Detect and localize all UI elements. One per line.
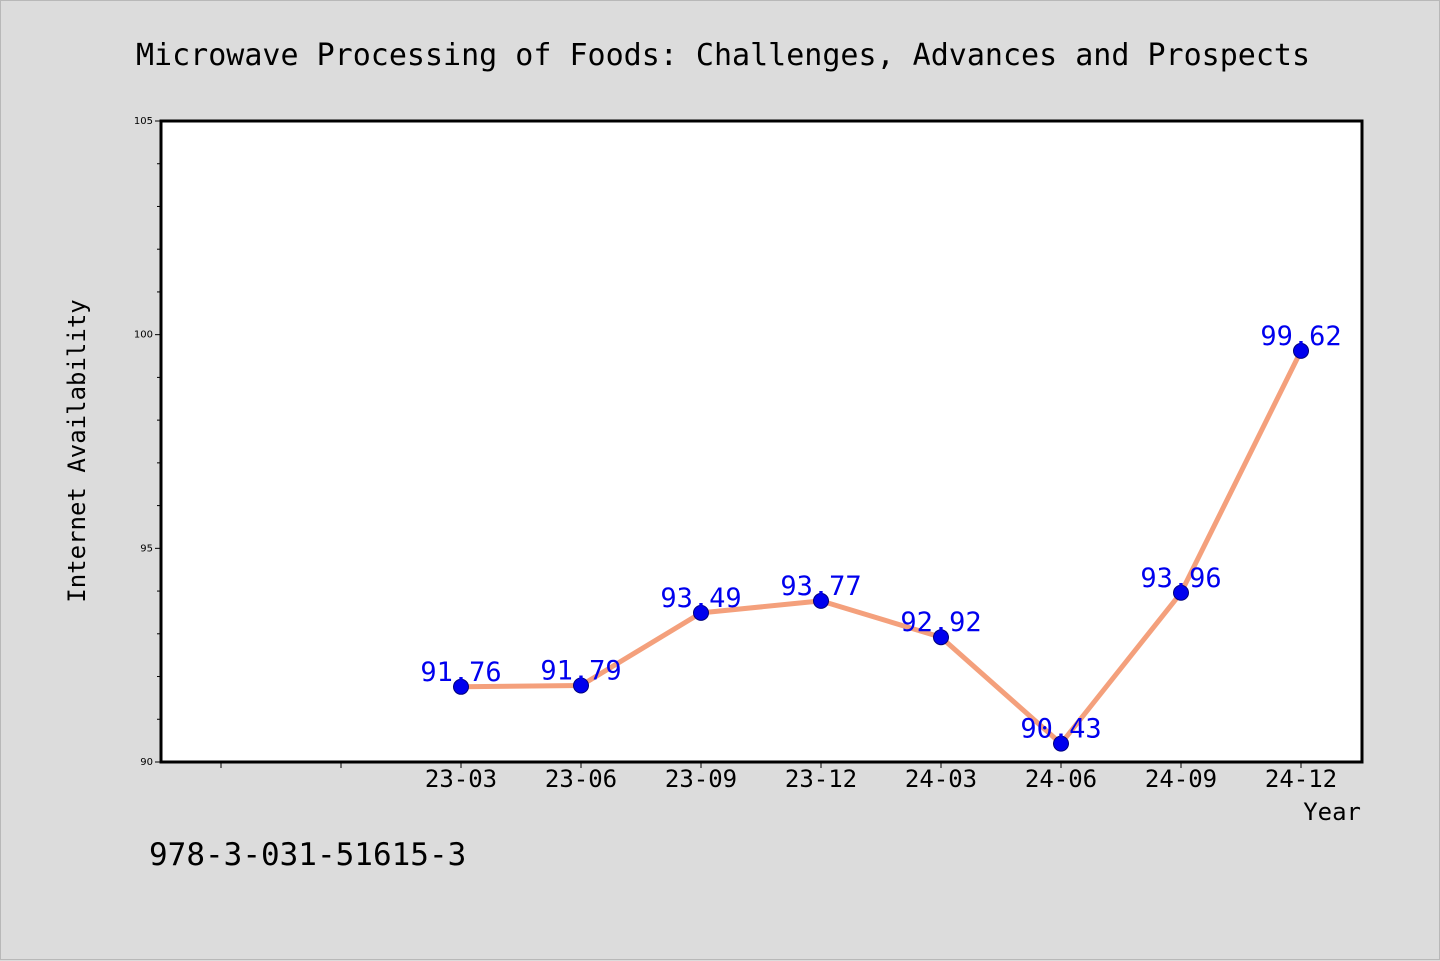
x-tick-label: 23-12 xyxy=(785,765,857,793)
data-point xyxy=(813,592,829,609)
x-tick-label: 23-09 xyxy=(665,765,737,793)
plot-frame xyxy=(159,119,1364,764)
data-point xyxy=(693,604,709,621)
data-point xyxy=(453,678,469,695)
x-axis-label: Year xyxy=(1303,798,1361,826)
data-label: 92.92 xyxy=(900,607,981,638)
data-label: 91.79 xyxy=(540,656,621,687)
chart-title: Microwave Processing of Foods: Challenge… xyxy=(136,38,1310,73)
x-tick-label: 23-06 xyxy=(545,765,617,793)
series-line xyxy=(458,348,1304,747)
plot-area xyxy=(161,121,1362,762)
x-tick-label: 24-12 xyxy=(1265,765,1337,793)
y-tick-label: 90 xyxy=(140,757,153,768)
data-label: 93.96 xyxy=(1140,563,1221,594)
data-label: 93.77 xyxy=(780,571,861,602)
x-tick-label: 24-06 xyxy=(1025,765,1097,793)
data-point xyxy=(933,629,949,646)
y-tick-label: 95 xyxy=(140,543,153,554)
y-axis-label: Internet Availability xyxy=(63,299,91,602)
y-tick-labels: 90 95 100 105 xyxy=(134,116,153,768)
data-point xyxy=(1173,584,1189,601)
data-labels: 91.76 91.79 93.49 93.77 92.92 90.43 93.96 99.62 xyxy=(420,321,1341,745)
data-point xyxy=(1293,342,1309,359)
x-tick-label: 23-03 xyxy=(425,765,497,793)
data-label: 93.49 xyxy=(660,583,741,614)
x-tick-label: 24-09 xyxy=(1145,765,1217,793)
data-markers xyxy=(453,342,1309,752)
data-point xyxy=(1053,735,1069,752)
data-label: 90.43 xyxy=(1020,714,1101,745)
x-tick-label: 24-03 xyxy=(905,765,977,793)
isbn-footnote: 978-3-031-51615-3 xyxy=(149,837,466,873)
y-tick-label: 100 xyxy=(134,330,153,341)
y-tick-label: 105 xyxy=(134,116,153,127)
data-label: 99.62 xyxy=(1260,321,1341,352)
x-tick-labels: 23-03 23-06 23-09 23-12 24-03 24-06 24-09 24-12 xyxy=(425,765,1337,793)
data-label: 91.76 xyxy=(420,657,501,688)
data-point xyxy=(573,677,589,694)
